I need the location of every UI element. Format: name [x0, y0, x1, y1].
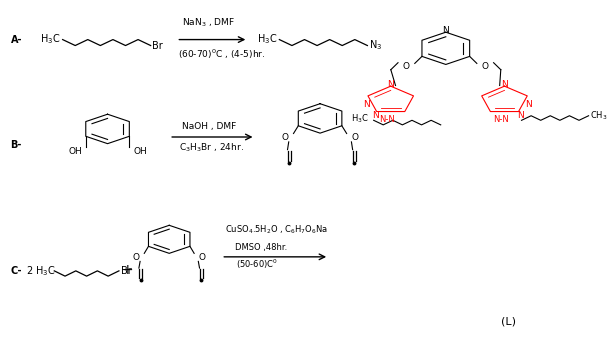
Text: N-N: N-N	[493, 115, 509, 124]
Text: DMSO ,48hr.: DMSO ,48hr.	[235, 242, 287, 252]
Text: O: O	[351, 133, 359, 142]
Text: (50-60)C$^0$: (50-60)C$^0$	[236, 258, 278, 271]
Text: NaOH , DMF: NaOH , DMF	[183, 122, 237, 131]
Text: N: N	[501, 80, 508, 89]
Text: O: O	[199, 253, 205, 262]
Text: H$_3$C: H$_3$C	[40, 33, 60, 47]
Text: N: N	[443, 26, 449, 35]
Text: Br: Br	[121, 266, 131, 276]
Text: H$_3$C: H$_3$C	[257, 33, 277, 47]
Text: O: O	[403, 62, 410, 72]
Text: CH$_3$: CH$_3$	[590, 110, 608, 122]
Text: O: O	[281, 133, 289, 142]
Text: N: N	[525, 100, 532, 109]
Text: N: N	[517, 111, 524, 120]
Text: (60-70)$^0$C , (4-5)hr.: (60-70)$^0$C , (4-5)hr.	[178, 48, 265, 61]
Text: NaN$_3$ , DMF: NaN$_3$ , DMF	[183, 16, 235, 29]
Text: N: N	[387, 80, 394, 89]
Text: N: N	[364, 100, 370, 109]
Text: B-: B-	[10, 140, 22, 150]
Text: O: O	[482, 62, 489, 72]
Text: CuSO$_4$.5H$_2$O , C$_6$H$_7$O$_6$Na: CuSO$_4$.5H$_2$O , C$_6$H$_7$O$_6$Na	[226, 223, 329, 236]
Text: N-N: N-N	[379, 115, 395, 124]
Text: +: +	[121, 263, 133, 277]
Text: (L): (L)	[501, 317, 516, 327]
Text: Br: Br	[153, 41, 163, 51]
Text: OH: OH	[133, 147, 147, 156]
Text: O: O	[133, 253, 140, 262]
Text: 2 H$_3$C: 2 H$_3$C	[26, 264, 55, 278]
Text: N: N	[371, 111, 379, 120]
Text: A-: A-	[10, 35, 22, 44]
Text: H$_3$C: H$_3$C	[351, 112, 368, 125]
Text: C-: C-	[10, 266, 22, 276]
Text: OH: OH	[68, 147, 82, 156]
Text: C$_3$H$_3$Br , 24hr.: C$_3$H$_3$Br , 24hr.	[179, 141, 244, 154]
Text: N$_3$: N$_3$	[369, 39, 383, 52]
